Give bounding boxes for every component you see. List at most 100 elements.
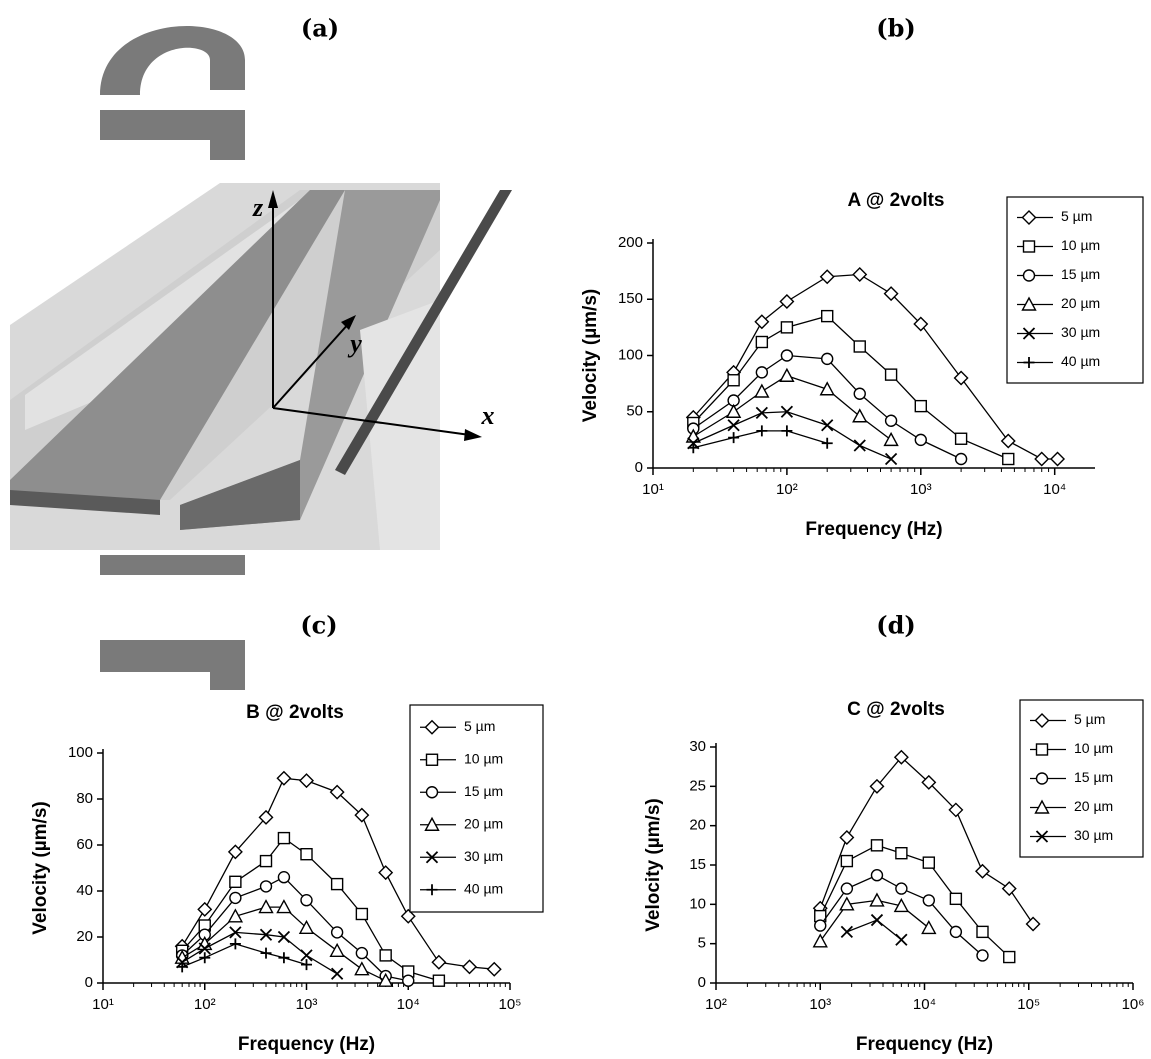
y-tick-label: 0: [698, 974, 706, 991]
y-tick-label: 10: [689, 895, 706, 912]
y-axis-label: y: [347, 329, 362, 358]
y-tick-label: 15: [689, 856, 706, 873]
marker: [227, 844, 243, 860]
legend-label: 15 µm: [1074, 769, 1113, 785]
marker: [895, 933, 908, 946]
panel-label: (c): [300, 611, 337, 640]
marker: [754, 383, 770, 398]
marker: [821, 309, 834, 323]
marker: [921, 919, 937, 935]
legend-label: 10 µm: [1061, 237, 1100, 253]
x-axis-title: Frequency (Hz): [238, 1034, 375, 1055]
marker: [1023, 357, 1035, 368]
series-line: [181, 876, 409, 982]
marker: [725, 403, 742, 418]
y-tick-label: 5: [698, 935, 706, 952]
marker: [812, 933, 828, 948]
marker: [948, 802, 964, 818]
marker: [727, 374, 740, 387]
marker: [727, 419, 740, 432]
marker: [839, 896, 855, 911]
series-line: [181, 943, 307, 968]
y-tick-label: 80: [76, 790, 93, 807]
marker: [1021, 296, 1037, 311]
legend-label: 10 µm: [464, 750, 503, 766]
marker: [431, 954, 447, 970]
marker: [229, 875, 242, 888]
legend-label: 30 µm: [464, 848, 503, 864]
marker: [378, 972, 394, 987]
y-tick-label: 100: [68, 744, 93, 761]
chart-title: B @ 2volts: [246, 702, 344, 723]
x-tick-label: 10¹: [92, 996, 114, 1013]
marker: [913, 316, 929, 332]
x-tick-label: 10²: [194, 996, 216, 1013]
y-tick-label: 25: [689, 777, 706, 794]
legend-label: 30 µm: [1061, 324, 1100, 340]
watermark: [100, 26, 245, 690]
legend-box: [1006, 196, 1144, 384]
marker: [1022, 327, 1036, 340]
marker: [1021, 210, 1037, 225]
marker: [276, 899, 292, 914]
marker: [259, 880, 273, 893]
legend-label: 40 µm: [1061, 353, 1100, 369]
marker: [424, 816, 440, 831]
marker: [914, 433, 927, 447]
x-tick-label: 10³: [296, 996, 318, 1013]
marker: [893, 897, 910, 913]
marker: [819, 269, 835, 285]
marker: [260, 947, 272, 959]
marker: [378, 865, 394, 881]
marker: [756, 425, 768, 437]
marker: [821, 437, 833, 449]
marker: [853, 340, 866, 353]
device-illustration: [10, 183, 512, 550]
legend-label: 40 µm: [464, 880, 503, 896]
marker: [954, 432, 968, 445]
marker: [954, 452, 968, 466]
marker: [1035, 772, 1049, 785]
marker: [853, 439, 866, 452]
marker: [299, 773, 314, 789]
marker: [852, 267, 868, 282]
marker: [176, 961, 188, 973]
marker: [259, 854, 273, 868]
y-tick-label: 20: [76, 928, 93, 945]
marker: [354, 807, 370, 823]
marker: [258, 809, 274, 825]
legend-label: 20 µm: [464, 815, 503, 831]
marker: [840, 854, 854, 868]
marker: [277, 930, 291, 944]
y-tick-label: 20: [689, 817, 706, 834]
marker: [780, 349, 794, 362]
x-tick-label: 10¹: [642, 481, 664, 498]
marker: [278, 952, 290, 964]
marker: [198, 942, 211, 955]
x-axis-title: Frequency (Hz): [856, 1034, 993, 1055]
marker: [870, 839, 884, 852]
marker: [780, 321, 794, 334]
y-tick-label: 0: [635, 459, 643, 476]
y-tick-label: 30: [689, 738, 706, 755]
x-tick-label: 10⁴: [913, 996, 936, 1013]
marker: [258, 899, 274, 914]
series-line: [692, 315, 1009, 460]
marker: [922, 894, 936, 907]
marker: [869, 778, 885, 794]
chart: (b) A @ 2volts Frequency (Hz) Velocity (µm/…: [580, 14, 1144, 540]
marker: [1000, 433, 1016, 449]
marker: [425, 786, 439, 799]
marker: [425, 851, 439, 864]
series-line: [693, 430, 828, 449]
marker: [976, 925, 989, 939]
marker: [869, 892, 885, 907]
marker: [922, 856, 936, 869]
y-tick-label: 60: [76, 836, 93, 853]
marker: [814, 919, 827, 932]
x-tick-label: 10⁵: [1017, 996, 1040, 1013]
marker: [300, 949, 313, 962]
marker: [229, 926, 242, 939]
marker: [197, 901, 213, 917]
